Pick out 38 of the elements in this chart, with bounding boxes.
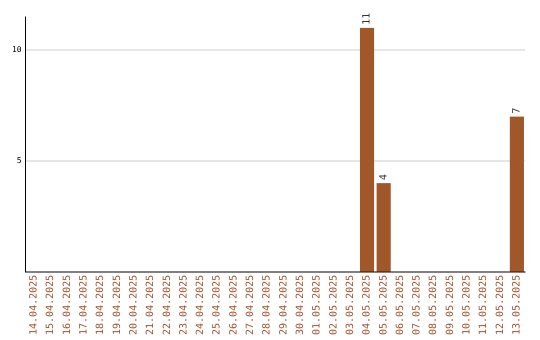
data-label: 11 <box>362 12 373 25</box>
x-tick-label: 25.04.2025 <box>212 274 223 336</box>
x-tick-label: 10.05.2025 <box>462 274 473 336</box>
x-tick-label: 23.04.2025 <box>178 274 190 336</box>
x-tick-label: 24.04.2025 <box>195 274 206 336</box>
x-tick-label: 15.04.2025 <box>45 274 56 336</box>
x-tick-label: 06.05.2025 <box>394 274 406 336</box>
x-tick-label: 03.05.2025 <box>344 274 356 336</box>
x-tick-label: 28.04.2025 <box>262 274 273 336</box>
y-tick-label: 5 <box>16 156 22 166</box>
bar <box>360 28 374 272</box>
x-tick-label: 11.05.2025 <box>478 274 490 336</box>
x-tick-label: 05.05.2025 <box>378 274 390 336</box>
x-tick-label: 21.04.2025 <box>145 274 156 336</box>
data-label: 7 <box>511 108 522 114</box>
x-tick-label: 22.04.2025 <box>162 274 173 336</box>
x-tick-label: 17.04.2025 <box>78 274 90 336</box>
x-tick-label: 27.04.2025 <box>245 274 256 336</box>
x-tick-label: 19.04.2025 <box>112 274 123 336</box>
x-tick-label: 14.04.2025 <box>28 274 40 336</box>
x-tick-label: 30.04.2025 <box>295 274 306 336</box>
x-tick-label: 29.04.2025 <box>278 274 290 336</box>
x-tick-label: 04.05.2025 <box>362 274 373 336</box>
bar <box>376 183 391 272</box>
x-tick-label: 02.05.2025 <box>328 274 340 336</box>
x-tick-label: 01.05.2025 <box>312 274 323 336</box>
data-label: 4 <box>378 174 390 180</box>
bar <box>510 116 524 272</box>
x-tick-label: 13.05.2025 <box>511 274 522 336</box>
x-tick-label: 18.04.2025 <box>95 274 106 336</box>
x-tick-label: 16.04.2025 <box>62 274 73 336</box>
x-tick-label: 07.05.2025 <box>412 274 423 336</box>
y-tick-label: 10 <box>12 45 22 54</box>
x-tick-label: 08.05.2025 <box>428 274 440 336</box>
x-tick-label: 26.04.2025 <box>228 274 240 336</box>
x-tick-label: 09.05.2025 <box>444 274 456 336</box>
x-tick-label: 20.04.2025 <box>128 274 140 336</box>
x-tick-label: 12.05.2025 <box>494 274 506 336</box>
